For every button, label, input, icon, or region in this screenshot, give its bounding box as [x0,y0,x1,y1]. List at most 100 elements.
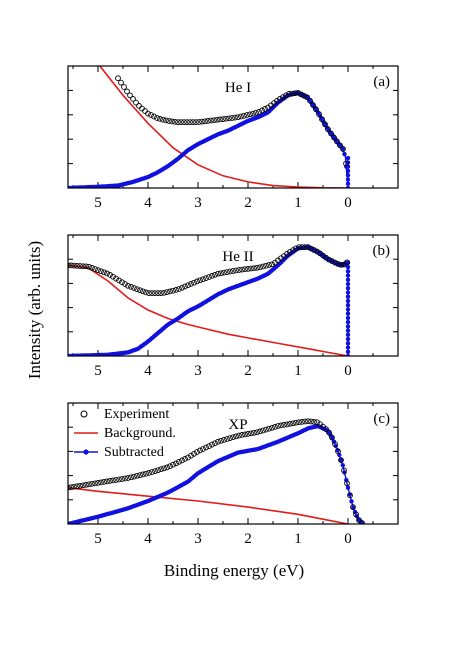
experiment-point [289,90,295,97]
experiment-point [182,456,188,462]
subtracted-point [338,457,344,463]
experiment-point [232,114,238,121]
experiment-point [290,420,296,427]
experiment-point [262,106,268,112]
x-axis-title: Binding energy (eV) [164,561,304,580]
subtracted-point [345,281,351,287]
experiment-point [302,418,308,425]
experiment-point [89,265,95,271]
experiment-point [140,288,146,295]
experiment-point [308,418,314,425]
chart-panel-2: 5 4 3 2 1 0 He II (b) [67,234,399,379]
chart-panel-1: 5 4 3 2 1 0 He I (a) [67,65,399,211]
subtracted-point [345,345,351,350]
experiment-point [269,261,275,268]
experiment-point [212,440,218,447]
experiment-point [256,109,262,115]
experiment-point [77,482,83,489]
experiment-point [263,426,269,433]
subtracted-point [340,463,345,468]
experiment-point [338,261,344,268]
experiment-point [326,256,332,263]
plot-area [68,418,365,524]
chart-panel-3: 5 4 3 2 1 0 XP (c) Experiment Background. Subtract… [67,402,399,547]
experiment-point [155,467,161,474]
experiment-point [241,112,247,119]
experiment-point [185,282,191,289]
experiment-point [170,461,176,468]
experiment-point [329,258,335,264]
experiment-point [80,263,86,270]
legend-marker-experiment [80,410,88,418]
subtracted-point [345,290,351,295]
experiment-point [149,469,155,475]
experiment-point [160,116,166,123]
experiment-point [263,262,269,269]
legend-label-experiment: Experiment [104,407,169,422]
experiment-point [104,478,110,485]
experiment-point [169,118,175,125]
experiment-point [167,288,173,295]
experiment-point [236,432,242,439]
subtracted-point [345,303,351,308]
experiment-point [116,476,122,483]
experiment-point [110,477,116,484]
x-tick-label: 0 [344,363,352,379]
subtracted-point [345,485,351,490]
experiment-point [196,119,202,125]
experiment-point [242,266,248,273]
panel-label: (b) [373,243,391,259]
experiment-point [121,84,127,90]
experiment-point [221,437,227,443]
panel-title: He II [222,249,253,265]
experiment-point [197,447,203,454]
experiment-point [332,259,338,266]
experiment-point [151,113,157,120]
experiment-point [184,119,190,125]
experiment-point [68,262,71,269]
experiment-point [292,90,298,97]
experiment-point [127,92,133,99]
subtracted-point [345,311,351,316]
experiment-point [128,474,134,481]
experiment-point [119,279,125,286]
experiment-point [101,479,107,485]
experiment-point [343,160,349,167]
experiment-point [194,449,200,455]
experiment-point [95,267,101,273]
experiment-point [95,480,101,486]
experiment-point [301,92,307,99]
experiment-point [244,112,250,118]
experiment-point [298,91,304,98]
experiment-point [218,270,224,277]
experiment-point [83,481,89,488]
experiment-point [257,428,263,435]
experiment-point [200,446,206,452]
experiment-point [224,269,230,275]
experiment-point [137,287,143,294]
experiment-point [161,289,167,296]
plot-area [68,244,351,356]
x-tick-label: 0 [344,195,352,211]
experiment-point [143,470,149,477]
experiment-point [344,259,350,266]
experiment-point [209,273,215,279]
experiment-point [179,284,185,291]
experiment-point [206,274,212,280]
experiment-point [133,99,139,106]
legend-marker-subtracted-dot [83,449,89,455]
experiment-point [208,117,214,124]
experiment-point [308,245,314,252]
experiment-point [316,111,322,117]
panel-title: He I [225,80,251,96]
experiment-point [194,278,200,285]
experiment-point [161,465,167,472]
experiment-point [137,472,143,478]
experiment-point [98,268,104,275]
experiment-point [266,262,272,268]
experiment-point [230,434,236,441]
experiment-point [278,422,284,429]
experiment-point [181,119,187,125]
experiment-point [253,109,259,116]
x-tick-label: 1 [294,195,302,211]
